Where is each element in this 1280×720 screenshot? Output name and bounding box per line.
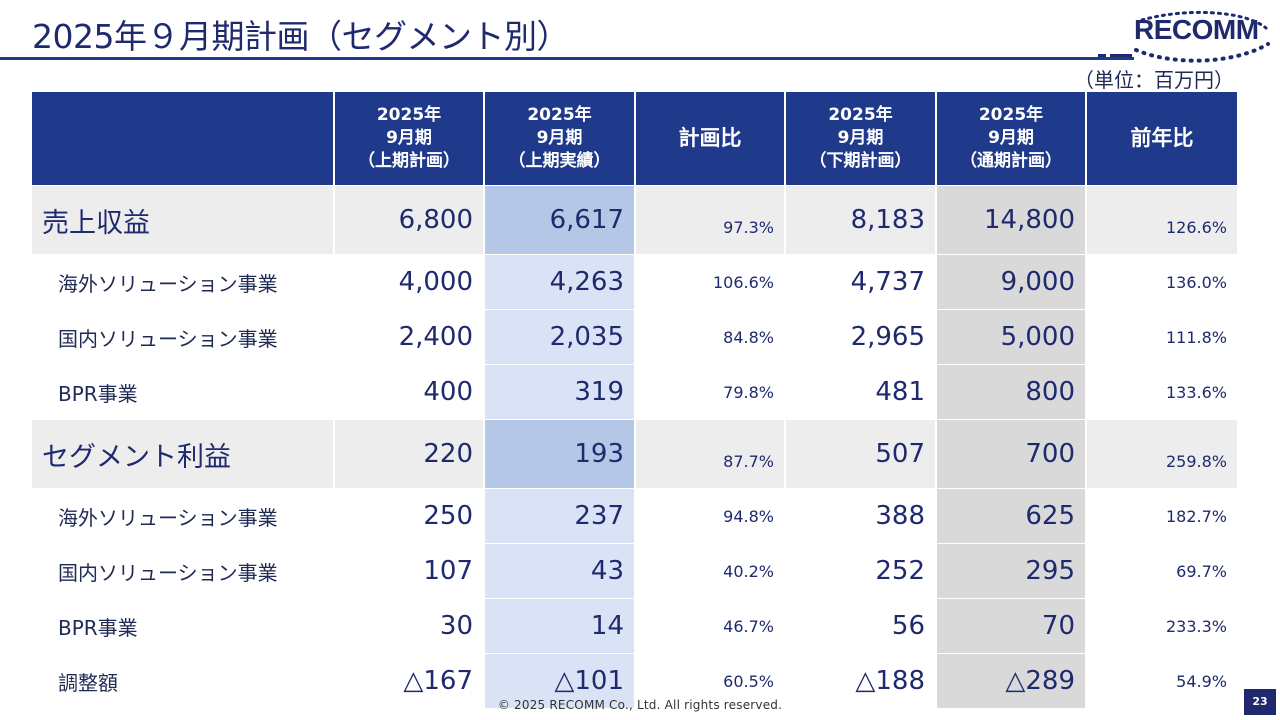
cell-h2-plan: 252 [784,543,936,599]
cell-full-plan: 70 [935,598,1086,654]
cell-h1-actual: 14 [483,598,635,654]
cell-plan-ratio: 97.3% [634,185,785,255]
cell-plan-ratio: 84.8% [634,309,785,365]
cell-label: 海外ソリューション事業 [32,488,334,544]
cell-yoy: 259.8% [1085,419,1237,489]
cell-h2-plan: 8,183 [784,185,936,255]
page-title: 2025年９月期計画（セグメント別） [32,17,569,56]
company-logo: RECOMM [1084,10,1274,72]
cell-label: BPR事業 [32,598,334,654]
cell-h1-plan: 2,400 [333,309,484,365]
cell-yoy: 126.6% [1085,185,1237,255]
header-plan-ratio: 計画比 [634,92,785,186]
cell-yoy: 133.6% [1085,364,1237,420]
cell-plan-ratio: 106.6% [634,254,785,310]
copyright-text: © 2025 RECOMM Co., Ltd. All rights reser… [497,698,783,712]
cell-h2-plan: △188 [784,653,936,708]
cell-h2-plan: 4,737 [784,254,936,310]
cell-h1-actual: △101 [483,653,635,708]
logo-dots-graphic [1092,10,1270,63]
cell-plan-ratio: 40.2% [634,543,785,599]
cell-full-plan: 295 [935,543,1086,599]
cell-full-plan: 800 [935,364,1086,420]
cell-plan-ratio: 87.7% [634,419,785,489]
cell-full-plan: △289 [935,653,1086,708]
cell-h1-plan: 107 [333,543,484,599]
cell-h1-actual: 193 [483,419,635,489]
unit-label: （単位：百万円） [1074,68,1234,92]
cell-yoy: 136.0% [1085,254,1237,310]
header-h1-plan: 2025年 9月期 （上期計画） [333,92,484,186]
cell-h1-actual: 43 [483,543,635,599]
cell-full-plan: 625 [935,488,1086,544]
cell-yoy: 182.7% [1085,488,1237,544]
table-row-major: 売上収益 6,800 6,617 97.3% 8,183 14,800 126.6% [32,185,1237,255]
cell-yoy: 111.8% [1085,309,1237,365]
header-cell-blank [32,92,334,186]
logo-text: RECOMM [1134,14,1259,45]
cell-h2-plan: 2,965 [784,309,936,365]
cell-full-plan: 9,000 [935,254,1086,310]
cell-h2-plan: 388 [784,488,936,544]
cell-h1-actual: 4,263 [483,254,635,310]
table-row: 海外ソリューション事業 4,000 4,263 106.6% 4,737 9,000 136… [32,254,1237,310]
table-header-row: 2025年 9月期 （上期計画） 2025年 9月期 （上期実績） 計画比 2025年 9… [32,92,1237,186]
cell-full-plan: 700 [935,419,1086,489]
cell-label: 売上収益 [32,185,334,255]
cell-h1-plan: △167 [333,653,484,708]
cell-label: 国内ソリューション事業 [32,309,334,365]
header-h1-actual: 2025年 9月期 （上期実績） [483,92,635,186]
cell-full-plan: 14,800 [935,185,1086,255]
segment-plan-table: 2025年 9月期 （上期計画） 2025年 9月期 （上期実績） 計画比 2025年 9… [32,92,1237,708]
table-row: 調整額 △167 △101 60.5% △188 △289 54.9% [32,653,1237,708]
cell-h1-plan: 250 [333,488,484,544]
cell-plan-ratio: 46.7% [634,598,785,654]
table-row-major: セグメント利益 220 193 87.7% 507 700 259.8% [32,419,1237,489]
header-full-plan: 2025年 9月期 （通期計画） [935,92,1086,186]
cell-label: 調整額 [32,653,334,708]
cell-h1-plan: 30 [333,598,484,654]
cell-h1-plan: 400 [333,364,484,420]
cell-h2-plan: 507 [784,419,936,489]
cell-plan-ratio: 94.8% [634,488,785,544]
cell-h1-plan: 4,000 [333,254,484,310]
table-body: 売上収益 6,800 6,617 97.3% 8,183 14,800 126.6% 海外ソリ… [32,185,1237,708]
table-row: 国内ソリューション事業 2,400 2,035 84.8% 2,965 5,000 111.… [32,309,1237,365]
table-row: 国内ソリューション事業 107 43 40.2% 252 295 69.7% [32,543,1237,599]
cell-h2-plan: 56 [784,598,936,654]
cell-h1-plan: 6,800 [333,185,484,255]
cell-yoy: 233.3% [1085,598,1237,654]
cell-label: BPR事業 [32,364,334,420]
title-underline [0,57,1134,60]
table-row: 海外ソリューション事業 250 237 94.8% 388 625 182.7% [32,488,1237,544]
cell-yoy: 54.9% [1085,653,1237,708]
cell-full-plan: 5,000 [935,309,1086,365]
header-yoy: 前年比 [1085,92,1237,186]
cell-plan-ratio: 60.5% [634,653,785,708]
cell-h1-actual: 319 [483,364,635,420]
cell-yoy: 69.7% [1085,543,1237,599]
cell-h1-plan: 220 [333,419,484,489]
table-row: BPR事業 400 319 79.8% 481 800 133.6% [32,364,1237,420]
page-number: 23 [1244,689,1276,715]
cell-h2-plan: 481 [784,364,936,420]
cell-h1-actual: 2,035 [483,309,635,365]
header-h2-plan: 2025年 9月期 （下期計画） [784,92,936,186]
cell-h1-actual: 6,617 [483,185,635,255]
cell-h1-actual: 237 [483,488,635,544]
cell-label: セグメント利益 [32,419,334,489]
cell-plan-ratio: 79.8% [634,364,785,420]
table-row: BPR事業 30 14 46.7% 56 70 233.3% [32,598,1237,654]
cell-label: 海外ソリューション事業 [32,254,334,310]
cell-label: 国内ソリューション事業 [32,543,334,599]
